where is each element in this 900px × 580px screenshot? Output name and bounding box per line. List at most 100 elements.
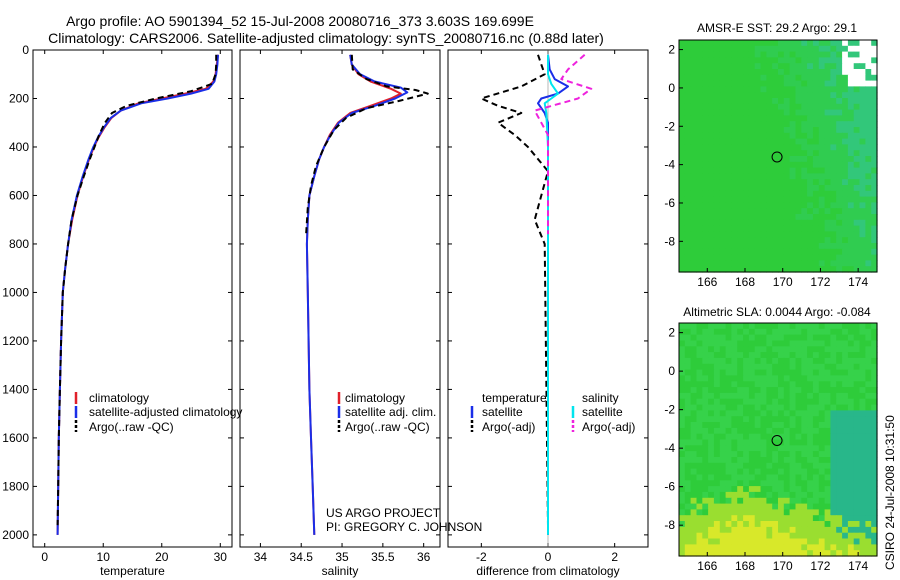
map-cell bbox=[760, 179, 767, 186]
map-cell bbox=[853, 109, 861, 116]
map-cell bbox=[708, 115, 715, 122]
map-cell bbox=[725, 357, 732, 365]
map-cell bbox=[783, 179, 791, 186]
map-cell bbox=[713, 156, 721, 163]
map-cell bbox=[842, 521, 849, 528]
map-cell bbox=[859, 86, 866, 93]
map-cell bbox=[842, 410, 849, 417]
map-cell bbox=[871, 439, 878, 446]
map-cell bbox=[737, 185, 744, 192]
map-cell bbox=[801, 363, 808, 371]
map-cell bbox=[836, 491, 843, 499]
map-cell bbox=[708, 92, 715, 99]
map-cell bbox=[859, 109, 866, 116]
map-cell bbox=[725, 40, 732, 47]
map-cell bbox=[702, 521, 709, 528]
map-cell bbox=[807, 538, 814, 545]
map-cell bbox=[859, 57, 866, 64]
map-cell bbox=[743, 208, 750, 215]
x-tick-label: 168 bbox=[735, 275, 755, 289]
map-cell bbox=[795, 323, 802, 330]
y-tick-label: -8 bbox=[664, 234, 675, 248]
map-cell bbox=[853, 219, 861, 227]
map-cell bbox=[679, 121, 686, 128]
map-cell bbox=[719, 357, 727, 365]
map-cell bbox=[772, 138, 779, 145]
map-cell bbox=[760, 346, 767, 353]
map-cell bbox=[836, 526, 843, 534]
map-cell bbox=[690, 63, 697, 70]
map-cell bbox=[871, 115, 878, 122]
map-cell bbox=[760, 156, 767, 163]
map-cell bbox=[830, 57, 837, 64]
map-cell bbox=[719, 538, 727, 545]
map-cell bbox=[690, 491, 697, 499]
map-cell bbox=[731, 462, 738, 470]
map-cell bbox=[836, 202, 843, 209]
map-cell bbox=[818, 363, 826, 371]
map-cell bbox=[871, 375, 878, 382]
map-cell bbox=[853, 173, 861, 180]
map-cell bbox=[731, 340, 738, 347]
map-cell bbox=[737, 167, 744, 174]
map-cell bbox=[847, 544, 855, 551]
map-cell bbox=[789, 532, 796, 540]
map-cell bbox=[853, 521, 861, 528]
map-cell bbox=[713, 375, 721, 382]
map-cell bbox=[836, 132, 843, 140]
map-cell bbox=[836, 509, 843, 516]
map-cell bbox=[760, 86, 767, 93]
map-cell bbox=[708, 462, 715, 470]
map-cell bbox=[842, 214, 849, 221]
map-cell bbox=[743, 121, 750, 128]
map-cell bbox=[795, 387, 802, 394]
map-cell bbox=[783, 45, 791, 53]
map-cell bbox=[713, 468, 721, 475]
map-cell bbox=[859, 509, 866, 516]
map-cell bbox=[696, 185, 703, 192]
map-cell bbox=[772, 416, 779, 423]
map-cell bbox=[812, 260, 820, 267]
map-cell bbox=[801, 462, 808, 470]
map-cell bbox=[754, 156, 762, 163]
map-cell bbox=[748, 219, 756, 227]
map-cell bbox=[789, 167, 796, 174]
map-cell bbox=[719, 40, 727, 47]
map-cell bbox=[836, 115, 843, 122]
map-cell bbox=[696, 468, 703, 475]
map-cell bbox=[772, 526, 779, 534]
map-cell bbox=[807, 451, 814, 458]
map-cell bbox=[871, 185, 878, 192]
map-cell bbox=[801, 392, 808, 400]
map-cell bbox=[696, 515, 703, 522]
map-cell bbox=[853, 404, 861, 411]
map-cell bbox=[748, 369, 756, 376]
map-cell bbox=[760, 98, 767, 105]
map-cell bbox=[725, 457, 732, 464]
map-cell bbox=[859, 156, 866, 163]
map-cell bbox=[737, 538, 744, 545]
map-cell bbox=[865, 486, 872, 493]
map-cell bbox=[847, 422, 855, 429]
map-cell bbox=[783, 190, 791, 198]
map-cell bbox=[871, 74, 878, 82]
map-cell bbox=[778, 214, 785, 221]
map-cell bbox=[830, 375, 837, 382]
map-cell bbox=[696, 127, 703, 134]
map-cell bbox=[812, 357, 820, 365]
map-cell bbox=[772, 480, 779, 487]
map-cell bbox=[690, 161, 697, 169]
map-cell bbox=[690, 173, 697, 180]
map-cell bbox=[853, 387, 861, 394]
map-cell bbox=[778, 231, 785, 238]
map-cell bbox=[859, 214, 866, 221]
map-cell bbox=[865, 115, 872, 122]
map-cell bbox=[737, 422, 744, 429]
map-cell bbox=[836, 196, 843, 203]
map-cell bbox=[708, 121, 715, 128]
map-cell bbox=[830, 410, 837, 417]
map-cell bbox=[708, 369, 715, 376]
map-cell bbox=[713, 515, 721, 522]
map-cell bbox=[760, 363, 767, 371]
map-cell bbox=[690, 150, 697, 157]
